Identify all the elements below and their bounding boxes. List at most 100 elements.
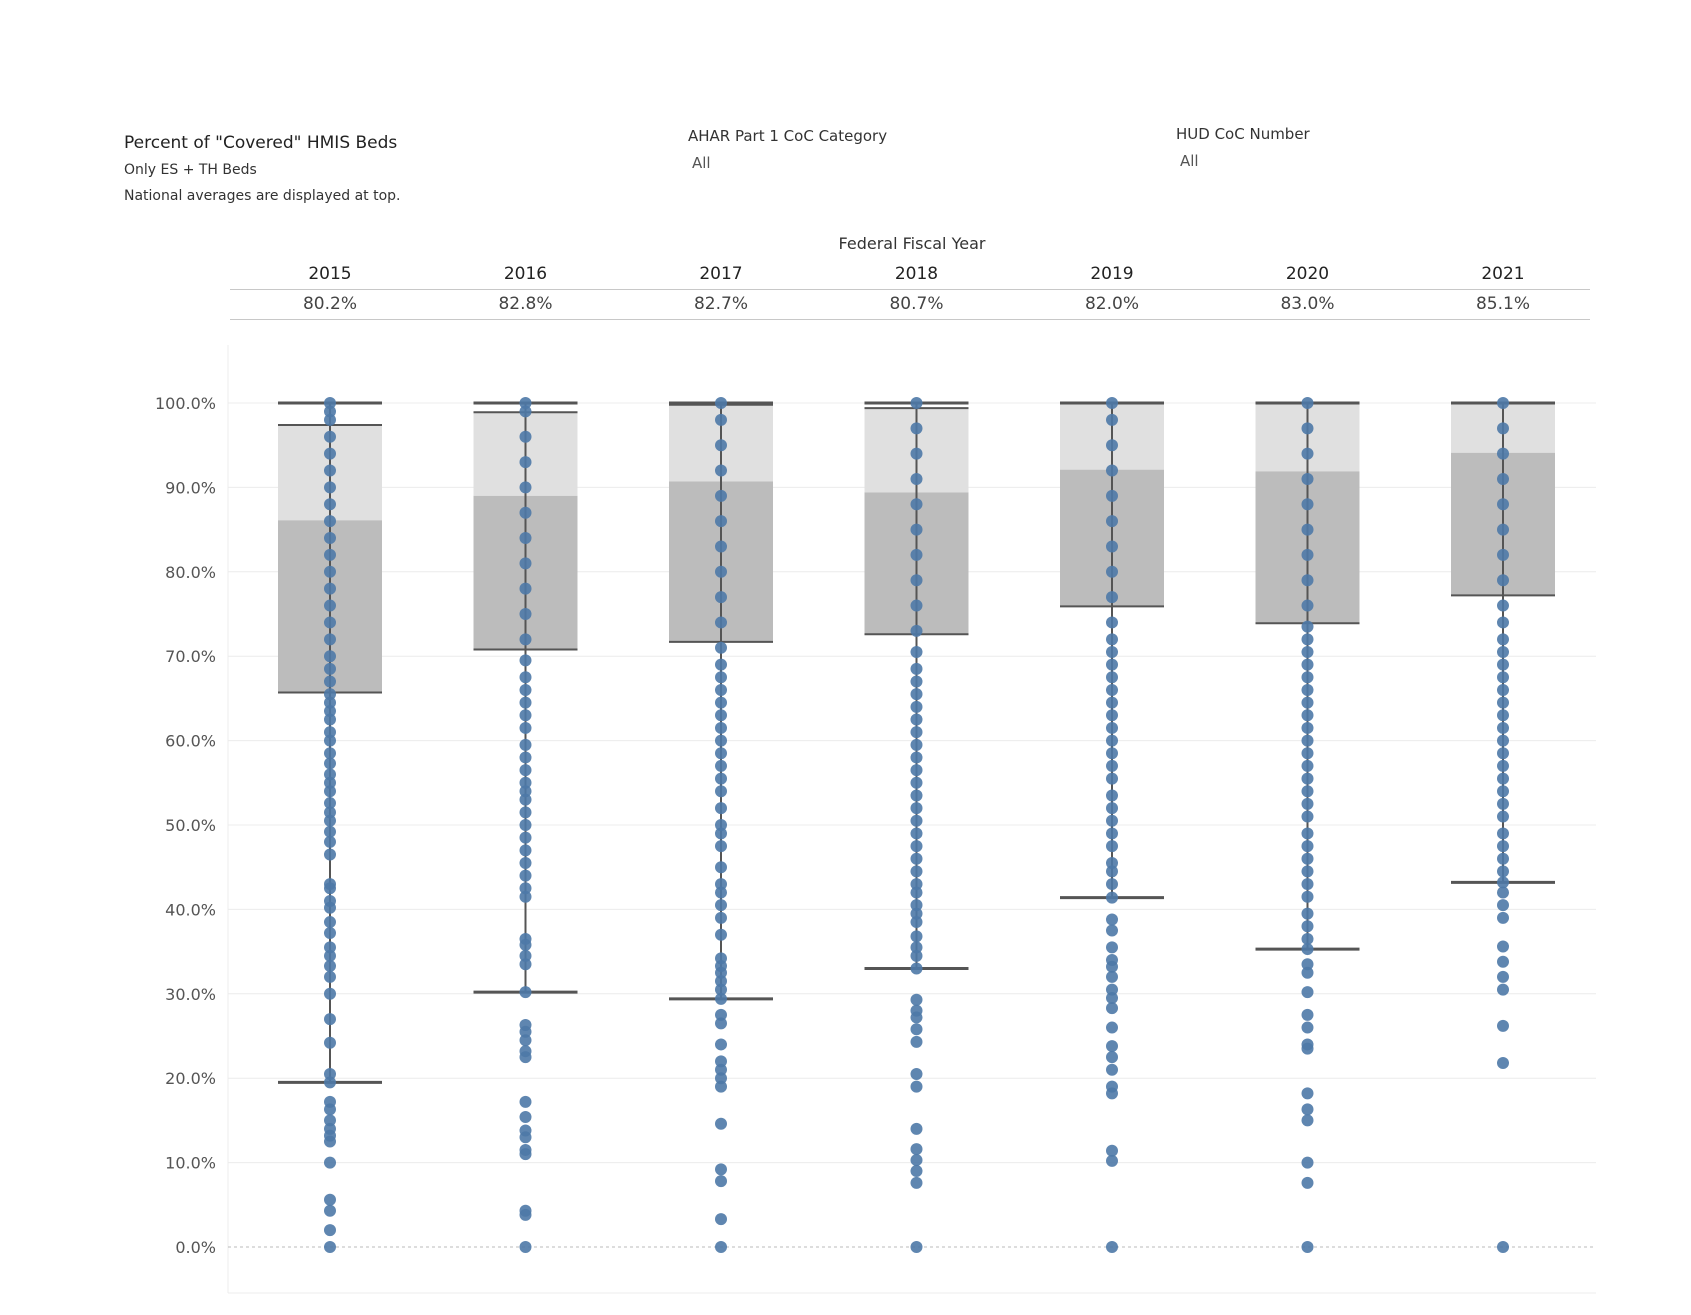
data-point-2018: [910, 548, 923, 561]
data-point-2015: [324, 1036, 336, 1049]
data-point-2016: [519, 958, 532, 971]
data-point-2017: [715, 975, 727, 988]
data-point-2020: [1301, 1087, 1314, 1100]
data-point-2018: [910, 852, 923, 865]
data-point-2021: [1497, 548, 1509, 561]
data-point-2020: [1301, 397, 1314, 409]
data-point-2021: [1497, 616, 1509, 629]
data-point-2018: [910, 447, 923, 460]
data-point-2018: [910, 993, 923, 1006]
year-label-2019: 2019: [1090, 264, 1134, 284]
data-point-2020: [1301, 548, 1314, 561]
data-point-2017: [715, 886, 727, 899]
data-point-2018: [910, 1143, 923, 1156]
data-point-2020: [1301, 1008, 1314, 1021]
data-point-2021: [1497, 658, 1509, 671]
data-point-2017: [715, 565, 727, 578]
data-point-2017: [715, 489, 727, 502]
data-point-2016: [519, 1045, 532, 1058]
filter-category-value[interactable]: All: [692, 154, 711, 172]
data-point-2021: [1497, 709, 1509, 722]
data-point-2016: [519, 764, 532, 777]
data-point-2015: [324, 464, 336, 477]
data-point-2020: [1301, 620, 1314, 633]
filter-coc-value[interactable]: All: [1180, 152, 1199, 170]
y-tick-label: 100.0%: [155, 394, 216, 413]
data-point-2020: [1301, 920, 1314, 933]
data-point-2021: [1497, 983, 1509, 996]
data-point-2016: [519, 1204, 532, 1217]
y-tick-label: 20.0%: [165, 1069, 216, 1088]
data-point-2020: [1301, 932, 1314, 945]
data-point-2021: [1497, 447, 1509, 460]
data-point-2016: [519, 1241, 532, 1253]
data-point-2018: [910, 962, 923, 975]
data-point-2018: [910, 776, 923, 789]
data-point-2019: [1106, 633, 1118, 646]
data-point-2017: [715, 1080, 727, 1093]
data-point-2015: [324, 825, 336, 838]
column-header-fiscal-year: Federal Fiscal Year: [838, 234, 986, 253]
data-point-2016: [519, 633, 532, 646]
data-point-2020: [1301, 1103, 1314, 1116]
data-point-2021: [1497, 397, 1509, 409]
data-point-2015: [324, 1095, 336, 1108]
year-label-2017: 2017: [699, 264, 743, 284]
data-point-2015: [324, 797, 336, 810]
data-point-2015: [324, 848, 336, 861]
data-point-2017: [715, 397, 727, 409]
data-point-2019: [1106, 489, 1118, 502]
data-point-2017: [715, 1175, 727, 1188]
data-point-2015: [324, 688, 336, 701]
data-point-2016: [519, 738, 532, 751]
data-point-2016: [519, 869, 532, 882]
data-point-2016: [519, 405, 532, 418]
data-point-2015: [324, 726, 336, 739]
data-point-2020: [1301, 943, 1314, 956]
data-point-2017: [715, 952, 727, 965]
data-point-2018: [910, 1004, 923, 1017]
data-point-2015: [324, 1193, 336, 1206]
data-point-2020: [1301, 696, 1314, 709]
data-point-2017: [715, 747, 727, 760]
data-point-2018: [910, 472, 923, 485]
data-point-2020: [1301, 645, 1314, 658]
data-point-2019: [1106, 1144, 1118, 1157]
data-point-2018: [910, 802, 923, 815]
data-point-2018: [910, 886, 923, 899]
data-point-2018: [910, 688, 923, 701]
data-point-2019: [1106, 954, 1118, 967]
data-point-2018: [910, 599, 923, 612]
data-point-2019: [1106, 515, 1118, 528]
data-point-2021: [1497, 797, 1509, 810]
data-point-2018: [910, 726, 923, 739]
data-point-2015: [324, 1241, 336, 1253]
data-point-2015: [324, 713, 336, 726]
data-point-2021: [1497, 523, 1509, 536]
data-point-2018: [910, 1023, 923, 1036]
data-point-2018: [910, 422, 923, 435]
data-point-2016: [519, 949, 532, 962]
data-point-2017: [715, 1017, 727, 1030]
data-point-2018: [910, 624, 923, 637]
data-point-2017: [715, 1038, 727, 1051]
chart-subtitle-note: National averages are displayed at top.: [124, 188, 401, 204]
data-point-2016: [519, 1124, 532, 1137]
y-tick-label: 0.0%: [175, 1238, 216, 1257]
year-label-2016: 2016: [503, 264, 548, 284]
data-point-2018: [910, 840, 923, 853]
data-point-2016: [519, 506, 532, 519]
data-point-2019: [1106, 464, 1118, 477]
data-point-2017: [715, 840, 727, 853]
data-point-2016: [519, 751, 532, 764]
data-point-2020: [1301, 785, 1314, 798]
data-point-2018: [910, 1080, 923, 1093]
y-tick-label: 80.0%: [165, 563, 216, 582]
data-point-2018: [910, 1176, 923, 1189]
data-point-2019: [1106, 645, 1118, 658]
data-point-2019: [1106, 992, 1118, 1005]
y-tick-label: 70.0%: [165, 647, 216, 666]
data-point-2018: [910, 899, 923, 912]
data-point-2015: [324, 413, 336, 426]
data-point-2020: [1301, 907, 1314, 920]
